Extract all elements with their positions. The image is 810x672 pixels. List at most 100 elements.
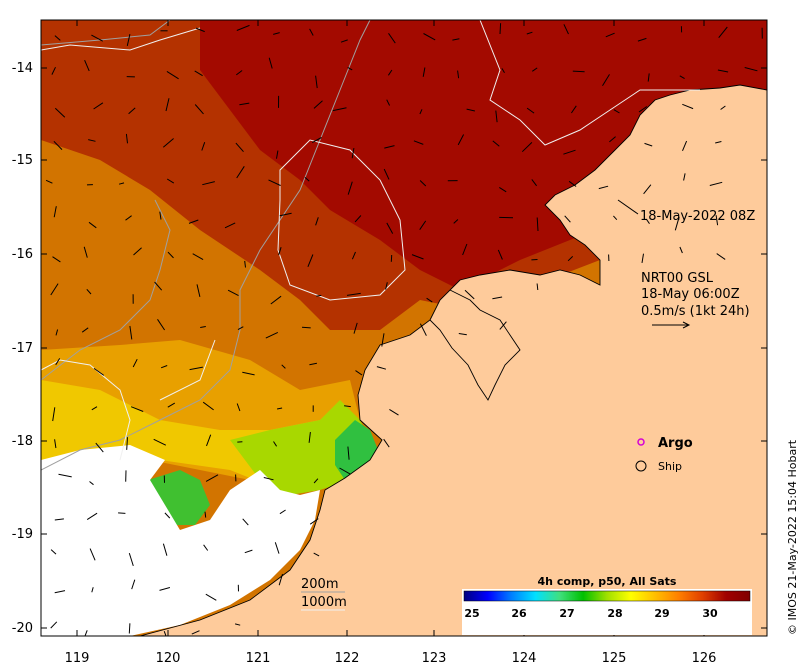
current-vector (237, 326, 244, 331)
surface-current-vectors (45, 23, 763, 636)
current-vector (278, 247, 282, 256)
current-vector (682, 140, 688, 151)
current-vector (159, 211, 162, 220)
current-vector (88, 221, 97, 229)
latitude-axis: -14 -15 -16 -17 -18 -19 -20 (12, 61, 33, 636)
isobath-1000m (41, 20, 700, 461)
current-vector (89, 481, 94, 486)
current-vector (304, 177, 310, 182)
current-vector (236, 166, 245, 179)
colorbar-tick-28: 28 (607, 607, 622, 620)
current-vector (125, 215, 132, 221)
current-vector (316, 294, 322, 297)
coastline (139, 84, 767, 636)
current-vector (164, 512, 171, 519)
lat-tick-18: -18 (12, 434, 33, 449)
hottest-water-region (200, 20, 767, 290)
current-vector (716, 253, 726, 260)
current-vector (387, 69, 393, 76)
colorbar-tick-26: 26 (511, 607, 527, 620)
current-vector (227, 289, 239, 297)
current-vector (167, 251, 174, 259)
current-vector (126, 33, 131, 47)
current-vector (83, 246, 88, 258)
current-vector (457, 134, 465, 146)
current-vector (128, 107, 136, 115)
map-frame (40, 19, 768, 637)
current-vector (347, 66, 353, 71)
current-vector (192, 253, 204, 261)
isobath-1000m-label: 1000m (301, 595, 347, 610)
lat-tick-16: -16 (12, 247, 33, 262)
current-vector (381, 333, 385, 347)
current-vector (419, 180, 427, 187)
current-vector (166, 178, 175, 184)
current-vector (383, 438, 390, 448)
no-data-region (41, 445, 320, 636)
australian-landmass (140, 85, 767, 636)
current-vector (160, 365, 168, 369)
current-vector (86, 288, 92, 295)
current-vector (188, 219, 199, 224)
current-vector (55, 358, 61, 366)
current-vector (497, 249, 503, 260)
current-vector (54, 518, 64, 521)
current-vector (385, 282, 388, 290)
current-vector (423, 33, 436, 41)
current-vector (162, 138, 174, 148)
current-vector (265, 331, 279, 339)
current-scale-arrow (652, 321, 691, 329)
current-vector (313, 100, 323, 109)
current-vector (609, 136, 616, 143)
lat-tick-20: -20 (12, 621, 33, 636)
current-vector (154, 281, 163, 291)
argo-symbol (637, 438, 645, 446)
current-vector (332, 107, 347, 112)
current-vector (501, 68, 505, 73)
current-vector (53, 206, 57, 218)
current-vector (118, 512, 126, 514)
lon-tick-121: 121 (246, 651, 271, 666)
current-vector (54, 590, 66, 594)
current-vector (93, 102, 104, 110)
current-vector (452, 38, 460, 41)
current-vector (153, 438, 167, 446)
current-vector (386, 222, 394, 234)
current-vector (426, 297, 433, 303)
current-vector (157, 319, 166, 331)
isobath-200m-label: 200m (301, 577, 338, 592)
current-vector (242, 518, 249, 526)
current-vector (129, 325, 133, 340)
current-vector (52, 256, 61, 263)
current-vector (309, 362, 317, 366)
current-vector (644, 142, 653, 147)
current-vector (50, 283, 59, 296)
current-vector (351, 251, 356, 260)
current-vector (126, 437, 128, 450)
credit-label: © IMOS 21-May-2022 15:04 Hobart (786, 439, 799, 635)
current-vector (499, 23, 502, 35)
current-vector (93, 367, 105, 376)
current-vector (340, 39, 348, 43)
yellow-green-region (230, 400, 375, 495)
current-vector (91, 34, 104, 42)
current-vector (683, 173, 686, 181)
current-vector (499, 186, 507, 193)
current-vector (605, 32, 615, 38)
current-vector (279, 212, 292, 217)
current-vector (457, 70, 460, 79)
current-vector (55, 329, 59, 336)
lon-tick-120: 120 (156, 651, 181, 666)
current-vector (239, 102, 250, 106)
current-vector (346, 292, 361, 296)
current-vector (311, 137, 322, 144)
current-vector (278, 573, 283, 586)
green-region-offshore (148, 470, 210, 525)
current-vector (568, 180, 577, 187)
current-vector (201, 142, 206, 151)
current-vector (413, 140, 424, 145)
current-vector (263, 477, 274, 481)
current-vector (195, 27, 205, 33)
current-vector (159, 587, 171, 591)
